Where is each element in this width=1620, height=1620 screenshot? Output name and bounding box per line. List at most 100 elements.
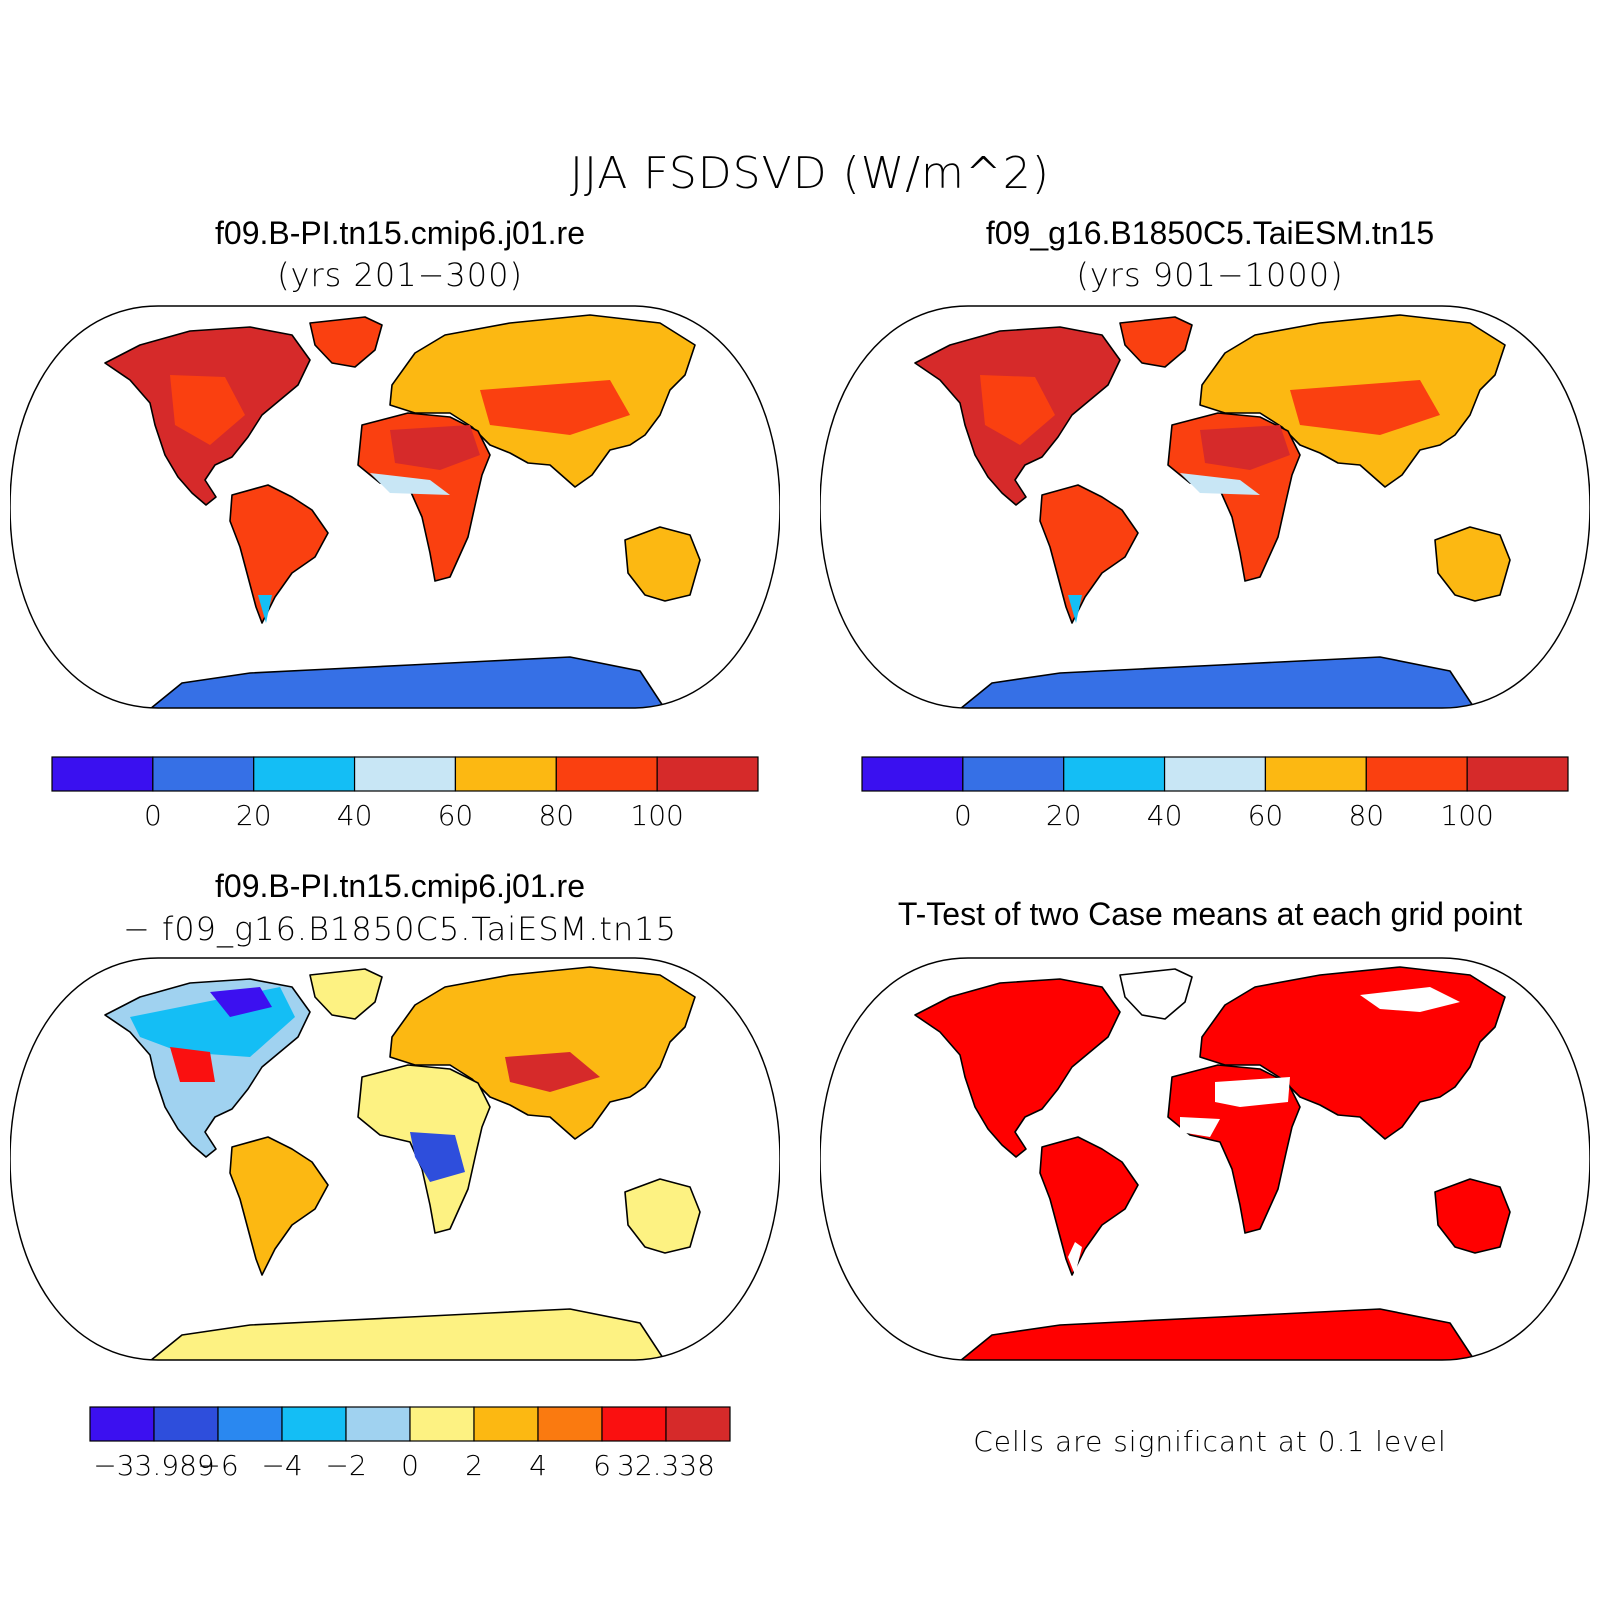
panel1-title: f09.B-PI.tn15.cmip6.j01.re <box>215 215 585 251</box>
samerica-landmass <box>229 1136 329 1276</box>
colorbar-swatch <box>601 1406 667 1442</box>
asia-core <box>1290 380 1440 435</box>
colorbar-tick-label: 80 <box>538 799 574 832</box>
panel4-note: Cells are significant at 0.1 level <box>973 1425 1447 1458</box>
colorbar-tick-label: 100 <box>1440 799 1493 832</box>
colorbar-tick-label: 2 <box>465 1449 483 1482</box>
greenland-landmass <box>309 968 383 1020</box>
colorbar-swatch <box>665 1406 731 1442</box>
colorbar-swatch <box>1365 756 1468 792</box>
australia-landmass <box>624 1178 701 1254</box>
colorbar-tick-label: 40 <box>337 799 373 832</box>
panel3-map <box>10 957 780 1361</box>
antarctica-landmass <box>959 1308 1476 1360</box>
colorbar-tick-label: 0 <box>144 799 162 832</box>
arctic-patch <box>210 987 272 1017</box>
colorbar-swatch <box>153 1406 219 1442</box>
colorbar-tick-label: −4 <box>261 1449 302 1482</box>
panel2-colorbar: 0 20 40 60 80 100 <box>861 756 1569 832</box>
africa-landmass <box>1167 1064 1301 1234</box>
samerica-landmass <box>229 484 329 624</box>
australia-landmass <box>1434 1178 1511 1254</box>
namerica-core <box>980 375 1055 445</box>
colorbar-tick-label: 0 <box>401 1449 419 1482</box>
colorbar-tick-label: 0 <box>954 799 972 832</box>
antarctica-landmass <box>149 1308 666 1360</box>
patagonia-band <box>1068 595 1082 623</box>
samerica-landmass <box>1039 1136 1139 1276</box>
map-frame <box>10 957 780 1361</box>
colorbar-tick-label: 20 <box>1046 799 1082 832</box>
panel4-title: T-Test of two Case means at each grid po… <box>897 896 1523 932</box>
colorbar-swatch <box>861 756 964 792</box>
colorbar-tick-label: −6 <box>197 1449 238 1482</box>
greenland-landmass <box>1119 316 1193 368</box>
namerica-patch <box>170 1047 215 1082</box>
panel1-subtitle: (yrs 201−300) <box>277 256 523 294</box>
colorbar-swatch <box>454 756 557 792</box>
colorbar-tick-label: 60 <box>438 799 474 832</box>
sahel-band <box>1180 473 1260 495</box>
insignificant-patch <box>1180 1117 1220 1137</box>
panel3-title: f09.B-PI.tn15.cmip6.j01.re <box>215 868 585 904</box>
panel2-map <box>820 305 1590 709</box>
panel2-title: f09_g16.B1850C5.TaiESM.tn15 <box>985 215 1435 251</box>
patagonia-band <box>258 595 272 623</box>
panel1-map <box>10 305 780 709</box>
colorbar-tick-label: 32.338 <box>617 1449 715 1482</box>
colorbar-swatch <box>1466 756 1569 792</box>
panel1-colorbar: 0 20 40 60 80 100 <box>51 756 759 832</box>
colorbar-swatch <box>473 1406 539 1442</box>
colorbar-tick-label: 20 <box>236 799 272 832</box>
colorbar-tick-label: 100 <box>630 799 683 832</box>
colorbar-tick-label: 60 <box>1248 799 1284 832</box>
namerica-landmass <box>914 978 1121 1158</box>
colorbar-swatch <box>152 756 255 792</box>
map-frame <box>820 957 1590 1361</box>
eurasia-landmass <box>389 966 696 1140</box>
colorbar-tick-label: 40 <box>1147 799 1183 832</box>
greenland-landmass <box>309 316 383 368</box>
colorbar-tick-label: 80 <box>1348 799 1384 832</box>
congo-patch <box>410 1132 465 1182</box>
colorbar-swatch <box>217 1406 283 1442</box>
insignificant-patch <box>1360 987 1460 1012</box>
insignificant-patch <box>1068 1242 1082 1275</box>
colorbar-swatch <box>281 1406 347 1442</box>
colorbar-swatch <box>345 1406 411 1442</box>
colorbar-swatch <box>1264 756 1367 792</box>
panel2-subtitle: (yrs 901−1000) <box>1076 256 1344 294</box>
antarctica-landmass <box>959 656 1476 708</box>
panel3-subtitle: − f09_g16.B1850C5.TaiESM.tn15 <box>123 910 677 948</box>
tibet-patch <box>505 1052 600 1092</box>
colorbar-tick-label: −2 <box>325 1449 366 1482</box>
namerica-core <box>170 375 245 445</box>
colorbar-swatch <box>962 756 1065 792</box>
figure-title: JJA FSDSVD (W/m^2) <box>570 148 1050 199</box>
colorbar-swatch <box>1063 756 1166 792</box>
eurasia-landmass <box>1199 966 1506 1140</box>
sahara-core <box>390 425 480 470</box>
panel4-map <box>820 957 1590 1361</box>
australia-landmass <box>624 526 701 602</box>
colorbar-swatch <box>353 756 457 792</box>
colorbar-swatch <box>1163 756 1267 792</box>
sahara-core <box>1200 425 1290 470</box>
colorbar-swatch <box>656 756 759 792</box>
insignificant-patch <box>1215 1077 1290 1107</box>
colorbar-tick-label: 4 <box>529 1449 547 1482</box>
australia-landmass <box>1434 526 1511 602</box>
antarctica-landmass <box>149 656 666 708</box>
samerica-landmass <box>1039 484 1139 624</box>
panel3-colorbar: −33.989−6 −4 −2 0 2 4 6 32.338 <box>89 1406 731 1482</box>
colorbar-tick-label: 6 <box>593 1449 611 1482</box>
colorbar-swatch <box>253 756 356 792</box>
colorbar-tick-label: −33.989 <box>93 1449 214 1482</box>
colorbar-swatch <box>89 1406 155 1442</box>
colorbar-swatch <box>409 1406 475 1442</box>
greenland-landmass <box>1119 968 1193 1020</box>
map-frame <box>10 305 780 709</box>
map-frame <box>820 305 1590 709</box>
colorbar-swatch <box>537 1406 603 1442</box>
sahel-band <box>370 473 450 495</box>
